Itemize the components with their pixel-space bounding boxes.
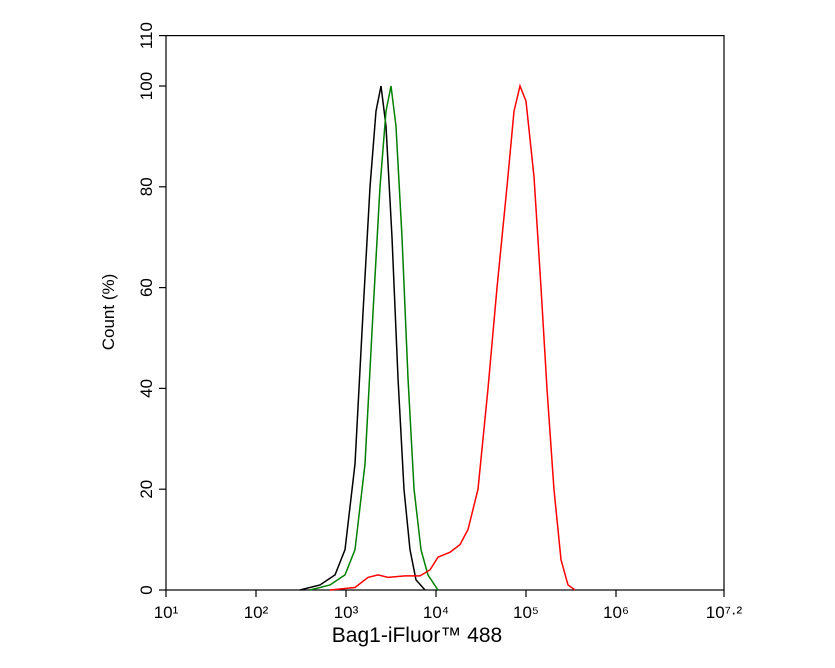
plot-frame xyxy=(165,34,725,591)
x-tick-label: 10⁵ xyxy=(513,603,539,622)
x-tick-label: 10² xyxy=(244,603,269,622)
y-tick-label: 80 xyxy=(137,177,156,196)
x-tick-label: 10³ xyxy=(334,603,359,622)
histogram-line xyxy=(329,83,576,591)
y-tick-label: 20 xyxy=(137,480,156,499)
y-tick-label: 40 xyxy=(137,379,156,398)
histogram-line xyxy=(299,85,426,591)
y-tick-label: 110 xyxy=(137,22,156,49)
histogram-line xyxy=(309,85,439,591)
y-axis-label: Count (%) xyxy=(99,274,118,351)
x-tick-label: 10⁴ xyxy=(423,603,449,622)
x-tick-label: 10¹ xyxy=(154,603,179,622)
y-tick-label: 60 xyxy=(137,278,156,297)
x-tick-label: 10⁷·² xyxy=(706,603,743,622)
x-tick-label: 10⁶ xyxy=(603,603,629,622)
x-axis-label: Bag1-iFluor™ 488 xyxy=(332,624,502,647)
y-tick-label: 0 xyxy=(137,585,156,594)
y-tick-label: 100 xyxy=(137,72,156,100)
